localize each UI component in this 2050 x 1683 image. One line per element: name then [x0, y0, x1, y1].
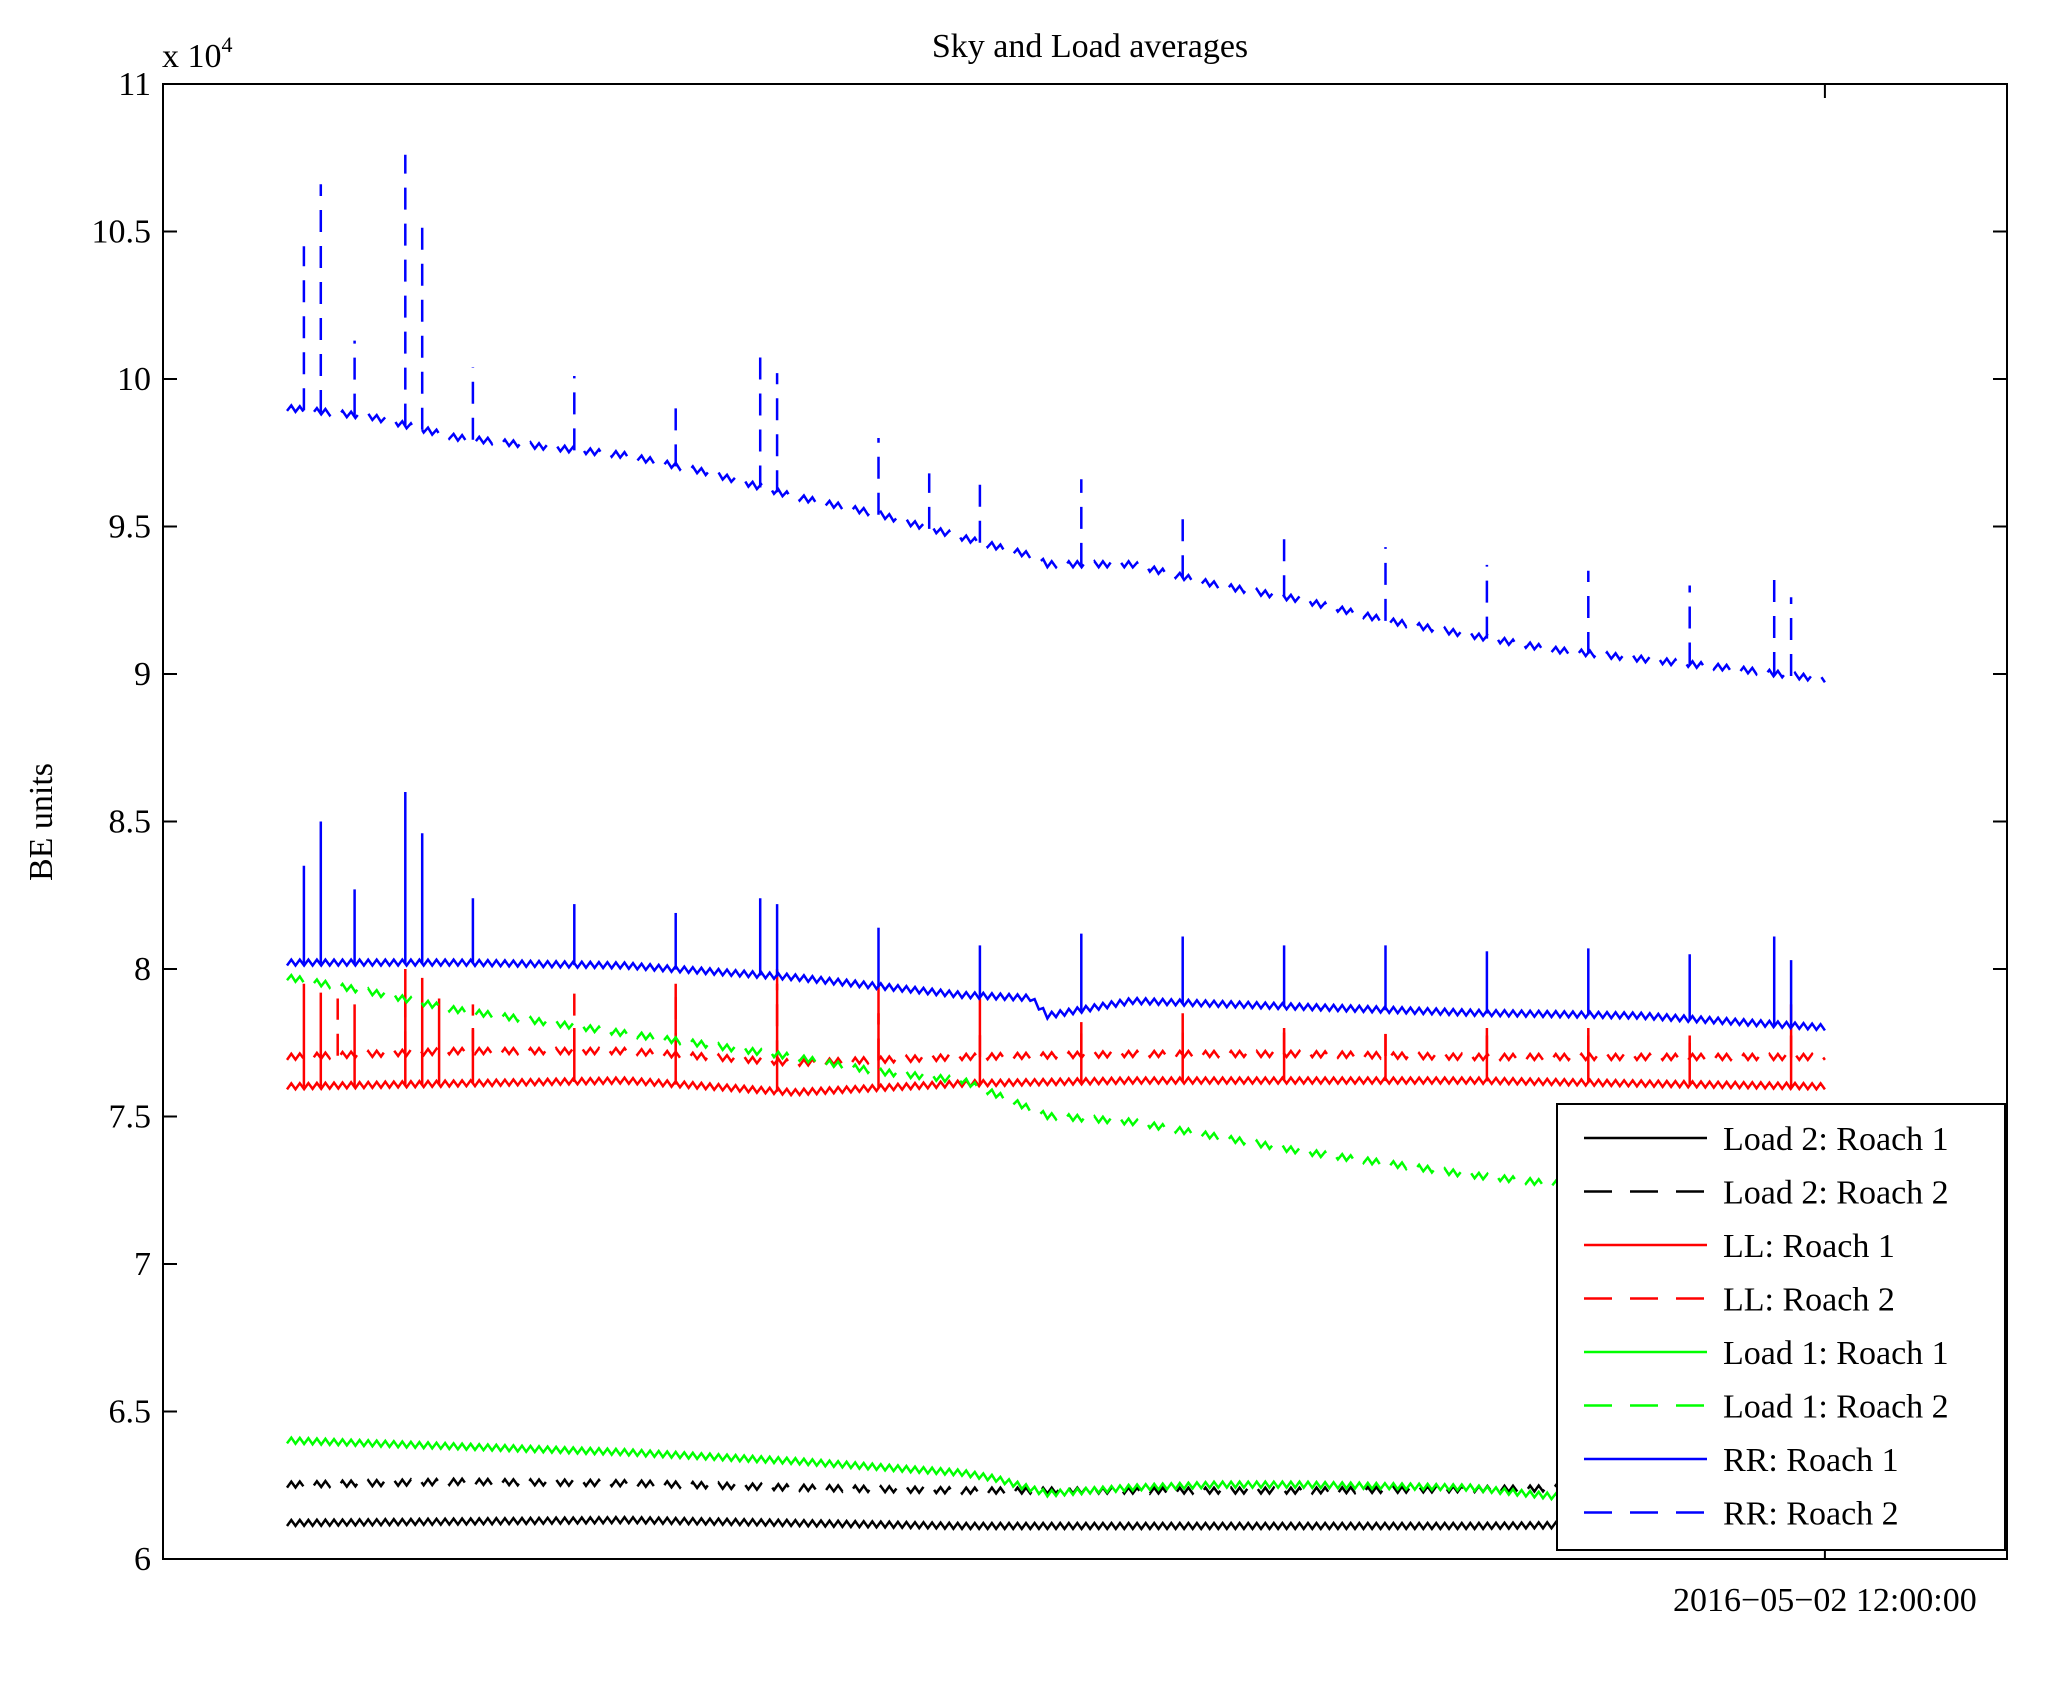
- y-tick-label: 7: [134, 1246, 151, 1283]
- y-tick-label: 9.5: [109, 509, 152, 546]
- chart-title: Sky and Load averages: [932, 28, 1248, 65]
- series-line: [285, 1045, 1826, 1068]
- y-tick-label: 11: [118, 66, 151, 103]
- y-axis-multiplier: x 104: [162, 32, 233, 75]
- series-rr-roach-1: [285, 792, 1826, 1032]
- y-tick-label: 10: [117, 361, 151, 398]
- y-tick-label: 8.5: [109, 804, 152, 841]
- series-line: [285, 957, 1826, 1032]
- series-line: [286, 403, 1826, 684]
- y-tick-label: 7.5: [109, 1099, 152, 1136]
- legend-item: RR: Roach 1: [1584, 1442, 1899, 1479]
- legend-item: Load 2: Roach 1: [1584, 1121, 1949, 1158]
- y-tick-label: 10.5: [92, 214, 152, 251]
- x-tick-label: 2016−05−02 12:00:00: [1673, 1582, 1977, 1619]
- y-tick-label: 6.5: [109, 1394, 152, 1431]
- y-axis-label: BE units: [23, 763, 60, 881]
- legend: Load 2: Roach 1 Load 2: Roach 2 LL: Roach …: [1556, 1103, 2006, 1551]
- x-axis: 2016−05−02 12:00:00: [1673, 84, 1977, 1619]
- y-multiplier-base: x 10: [162, 38, 222, 75]
- legend-item: LL: Roach 2: [1584, 1282, 1895, 1319]
- legend-box: [1556, 1103, 2006, 1551]
- legend-item: Load 2: Roach 2: [1584, 1175, 1949, 1212]
- series-rr-roach-2: [286, 154, 1826, 684]
- series-line: [285, 1075, 1826, 1098]
- y-tick-label: 6: [134, 1541, 151, 1578]
- y-tick-label: 8: [134, 951, 151, 988]
- y-tick-label: 9: [134, 656, 151, 693]
- legend-label: Load 2: Roach 1: [1723, 1121, 1949, 1158]
- y-axis: 6 6.5 7 7.5 8 8.5 9 9.5 10 10.5 11: [92, 66, 2007, 1578]
- y-multiplier-exponent: 4: [222, 32, 233, 57]
- legend-item: Load 1: Roach 2: [1584, 1389, 1949, 1426]
- series-ll-roach-2: [285, 983, 1826, 1068]
- legend-item: Load 1: Roach 1: [1584, 1335, 1949, 1372]
- legend-label: LL: Roach 1: [1723, 1228, 1895, 1265]
- legend-label: LL: Roach 2: [1723, 1282, 1895, 1319]
- legend-label: RR: Roach 1: [1723, 1442, 1899, 1479]
- legend-label: Load 1: Roach 1: [1723, 1335, 1949, 1372]
- legend-label: RR: Roach 2: [1723, 1496, 1899, 1533]
- legend-item: LL: Roach 1: [1584, 1228, 1895, 1265]
- legend-label: Load 1: Roach 2: [1723, 1389, 1949, 1426]
- series-ll-roach-1: [285, 969, 1826, 1098]
- legend-item: RR: Roach 2: [1584, 1496, 1899, 1533]
- legend-label: Load 2: Roach 2: [1723, 1175, 1949, 1212]
